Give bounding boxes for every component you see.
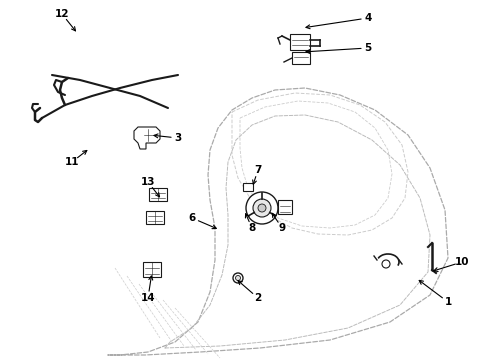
Bar — [146, 211, 164, 224]
Circle shape — [382, 260, 390, 268]
Bar — [278, 200, 292, 214]
Text: 3: 3 — [174, 133, 182, 143]
Text: 6: 6 — [188, 213, 196, 223]
Text: 13: 13 — [141, 177, 155, 187]
Circle shape — [246, 192, 278, 224]
Text: 4: 4 — [364, 13, 372, 23]
Text: 1: 1 — [444, 297, 452, 307]
Text: 2: 2 — [254, 293, 262, 303]
Circle shape — [236, 275, 241, 280]
Bar — [243, 183, 253, 191]
Text: 12: 12 — [55, 9, 69, 19]
Circle shape — [258, 204, 266, 212]
Circle shape — [233, 273, 243, 283]
Text: 8: 8 — [248, 223, 256, 233]
Text: 5: 5 — [365, 43, 371, 53]
Circle shape — [253, 199, 271, 217]
Text: 9: 9 — [278, 223, 286, 233]
Polygon shape — [134, 127, 160, 149]
Bar — [149, 188, 167, 201]
Text: 10: 10 — [455, 257, 469, 267]
Text: 14: 14 — [141, 293, 155, 303]
Bar — [143, 262, 161, 277]
Text: 7: 7 — [254, 165, 262, 175]
Text: 11: 11 — [65, 157, 79, 167]
Bar — [290, 34, 310, 50]
Bar — [292, 52, 310, 64]
